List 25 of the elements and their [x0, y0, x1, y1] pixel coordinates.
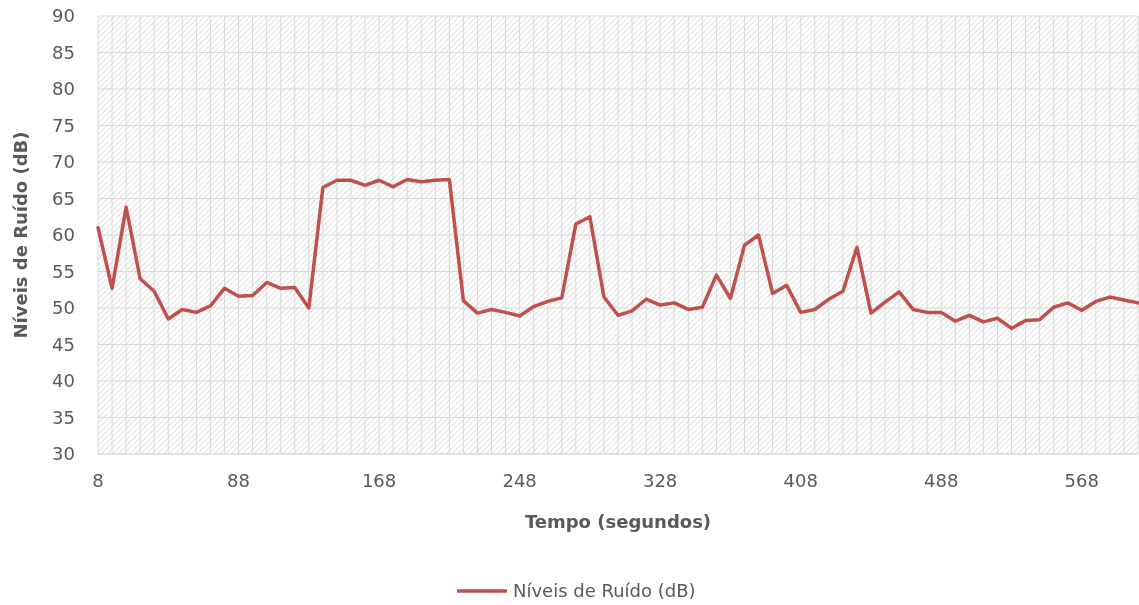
x-tick-label: 168 — [361, 470, 397, 491]
x-tick-label: 8 — [92, 470, 104, 491]
y-tick-label: 50 — [52, 297, 75, 319]
y-tick-label: 65 — [52, 187, 75, 209]
y-tick-label: 30 — [52, 443, 75, 465]
x-tick-label: 488 — [924, 470, 959, 491]
y-tick-label: 90 — [52, 5, 75, 27]
y-tick-label: 75 — [52, 114, 75, 136]
line-series — [96, 177, 1139, 331]
x-tick-label: 408 — [783, 470, 818, 491]
x-tick-label: 88 — [227, 470, 250, 491]
y-tick-label: 35 — [52, 406, 75, 428]
y-tick-label: 70 — [52, 151, 75, 173]
x-axis-title: Tempo (segundos) — [524, 511, 712, 532]
y-tick-label: 40 — [52, 370, 75, 392]
x-tick-label: 568 — [1064, 470, 1099, 491]
y-tick-label: 55 — [52, 260, 75, 282]
y-tick-label: 85 — [52, 41, 75, 63]
x-tick-label: 248 — [502, 470, 537, 491]
legend-label: Níveis de Ruído (dB) — [513, 580, 696, 602]
y-tick-label: 60 — [52, 224, 75, 246]
y-tick-label: 80 — [52, 78, 75, 100]
y-tick-label: 45 — [52, 333, 75, 355]
y-axis-title: Níveis de Ruído (dB) — [10, 131, 31, 339]
x-tick-label: 328 — [642, 470, 678, 491]
